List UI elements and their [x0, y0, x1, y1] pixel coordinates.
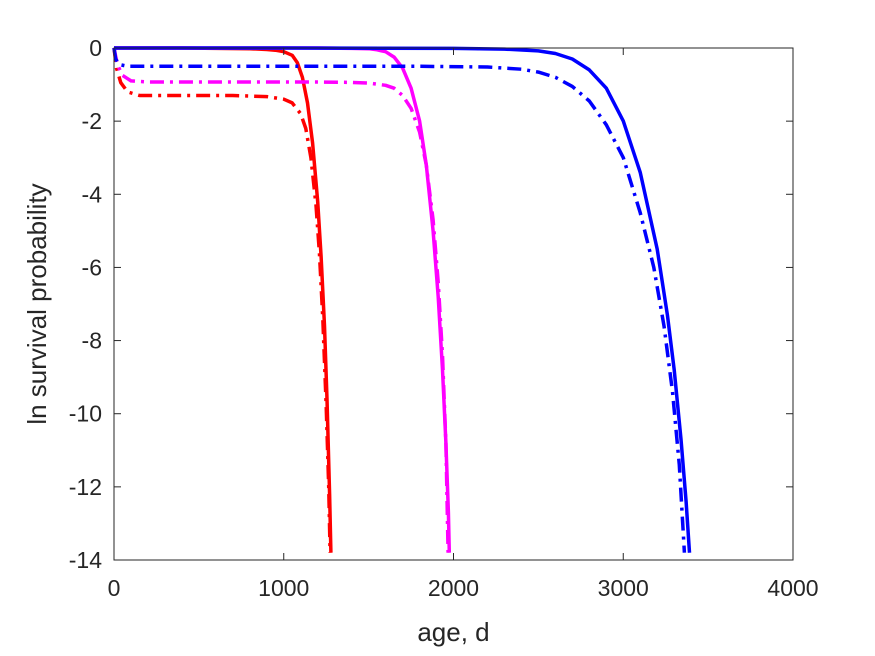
x-tick-label: 0: [108, 575, 121, 601]
x-tick-label: 3000: [598, 575, 649, 601]
x-axis-label: age, d: [417, 617, 489, 647]
x-tick-label: 2000: [428, 575, 479, 601]
x-tick-label: 4000: [767, 575, 818, 601]
y-tick-label: -12: [69, 474, 102, 500]
y-tick-label: 0: [89, 35, 102, 61]
series-line-2: [112, 47, 332, 553]
y-tick-label: -2: [82, 108, 102, 134]
y-axis-label: ln survival probability: [22, 183, 52, 424]
ticks: [113, 47, 794, 561]
y-tick-label: -10: [69, 401, 102, 427]
x-tick-label: 1000: [258, 575, 309, 601]
series-line-5: [114, 46, 692, 553]
y-tick-label: -4: [82, 181, 103, 207]
y-tick-label: -8: [82, 328, 102, 354]
y-tick-label: -6: [82, 254, 102, 280]
plot-lines: [112, 46, 692, 553]
y-tick-label: -14: [69, 547, 102, 573]
tick-labels: 0 1000 2000 3000 4000 0 -2 -4 -6 -8 -10 -12 -14: [69, 35, 819, 601]
series-line-6: [112, 47, 687, 553]
series-line-4: [112, 47, 450, 553]
